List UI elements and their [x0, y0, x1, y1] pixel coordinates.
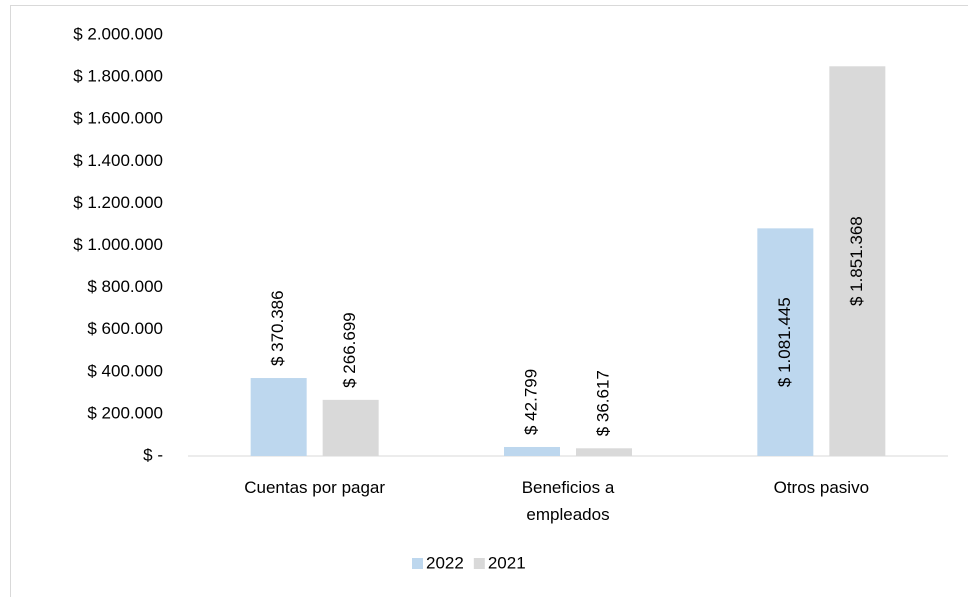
legend-label: 2021	[488, 553, 526, 572]
x-tick-label: Otros pasivo	[773, 478, 870, 497]
bar	[829, 66, 886, 456]
y-tick-label: $ 400.000	[87, 361, 163, 380]
value-label: $ 370.386	[268, 290, 287, 366]
bar	[576, 448, 632, 456]
y-tick-label: $ 1.600.000	[73, 109, 163, 128]
legend-swatch	[412, 558, 423, 569]
value-label: $ 36.617	[593, 370, 612, 436]
x-tick-label: Beneficios a empleados	[521, 478, 615, 524]
y-tick-label: $ 600.000	[87, 319, 163, 338]
y-tick-label: $ -	[143, 445, 163, 464]
value-label: $ 1.081.445	[775, 297, 794, 387]
x-tick-label: Cuentas por pagar	[244, 478, 386, 497]
y-tick-label: $ 1.800.000	[73, 67, 163, 86]
y-tick-label: $ 1.000.000	[73, 235, 163, 254]
value-label: $ 266.699	[340, 312, 359, 388]
value-label: $ 1.851.368	[847, 216, 866, 306]
bar	[504, 446, 560, 456]
y-tick-label: $ 1.200.000	[73, 193, 163, 212]
legend-swatch	[473, 558, 485, 569]
legend-label: 2022	[426, 553, 464, 572]
bar	[250, 378, 307, 456]
y-tick-label: $ 800.000	[87, 277, 163, 296]
bar	[757, 228, 814, 456]
bar	[322, 399, 379, 456]
chart-border	[10, 5, 968, 597]
y-tick-label: $ 1.400.000	[73, 151, 163, 170]
y-tick-label: $ 200.000	[87, 403, 163, 422]
y-tick-label: $ 2.000.000	[73, 24, 163, 43]
value-label: $ 42.799	[521, 369, 540, 435]
